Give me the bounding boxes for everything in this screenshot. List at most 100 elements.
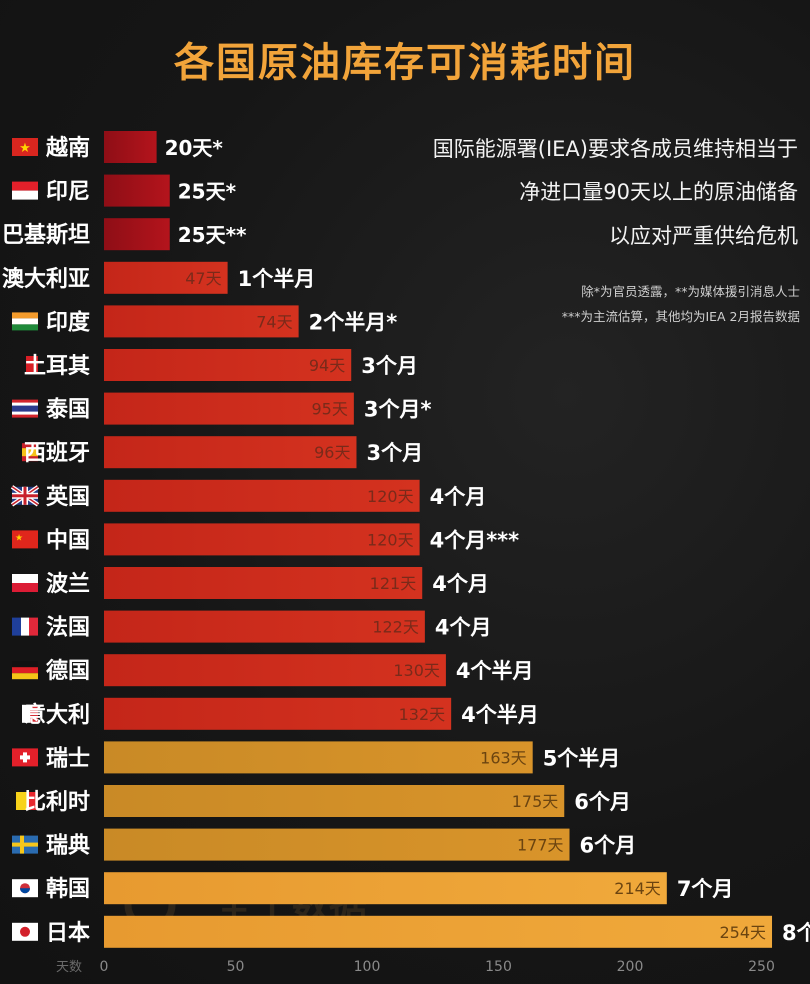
duration-label: 7个月 — [677, 877, 734, 901]
duration-label: 2个半月* — [309, 310, 398, 334]
footnote-line-1: 除*为官员透露，**为媒体援引消息人士 — [581, 284, 800, 299]
bar-巴基斯坦 — [104, 218, 170, 251]
bar-中国 — [104, 523, 420, 556]
germany-flag-red-icon — [12, 667, 38, 674]
value-label: 163天 — [480, 748, 527, 767]
duration-label: 3个月 — [361, 354, 418, 378]
footnote-line-2: ***为主流估算，其他均为IEA 2月报告数据 — [561, 309, 800, 324]
value-label: 214天 — [614, 879, 661, 898]
duration-label: 3个月* — [364, 398, 432, 422]
poland-flag-red-icon — [12, 583, 38, 592]
bar-瑞士 — [104, 741, 533, 774]
india-flag-white-icon — [12, 318, 38, 325]
value-label: 177天 — [517, 836, 564, 855]
poland-flag-icon — [12, 574, 38, 583]
thailand-flag-blue-icon — [12, 405, 38, 412]
duration-label: 4个月 — [430, 485, 487, 509]
france-flag-red-icon — [29, 617, 38, 636]
duration-label: 4个月*** — [430, 528, 520, 552]
bar-瑞典 — [104, 828, 570, 861]
germany-flag-gold-icon — [12, 673, 38, 680]
value-label: 121天 — [370, 574, 417, 593]
x-tick-label: 50 — [227, 959, 245, 975]
value-label: 96天 — [314, 443, 350, 462]
country-label: 印度 — [46, 309, 91, 335]
country-label: 法国 — [46, 616, 90, 641]
country-label: 意大利 — [24, 702, 90, 728]
duration-label: 6个月 — [580, 834, 637, 858]
country-label: 英国 — [46, 485, 90, 510]
x-tick-label: 150 — [485, 959, 512, 975]
value-label: 94天 — [309, 356, 345, 375]
value-label: 25天* — [178, 180, 237, 204]
country-label: 德国 — [46, 658, 90, 684]
value-label: 47天 — [185, 269, 221, 288]
country-label: 西班牙 — [24, 441, 90, 466]
x-tick-label: 200 — [617, 959, 644, 975]
value-label: 132天 — [399, 705, 446, 724]
chart-title: 各国原油库存可消耗时间 — [174, 40, 636, 86]
value-label: 175天 — [512, 792, 559, 811]
bar-德国 — [104, 654, 446, 687]
india-flag-green-icon — [12, 324, 38, 331]
belgium-flag-red-icon — [27, 792, 38, 810]
duration-label: 4个月 — [432, 572, 489, 596]
value-label: 130天 — [393, 661, 440, 680]
bar-韩国 — [104, 872, 667, 905]
country-label: 中国 — [46, 528, 90, 553]
country-label: 土耳其 — [24, 354, 90, 379]
duration-label: 1个半月 — [238, 267, 316, 291]
duration-label: 4个半月 — [456, 659, 534, 683]
korea-flag-taeguk-blue-icon — [20, 888, 30, 894]
bar-法国 — [104, 610, 425, 643]
china-flag-icon — [12, 530, 38, 549]
bar-意大利 — [104, 697, 452, 730]
x-tick-label: 0 — [100, 959, 109, 975]
country-label: 巴基斯坦 — [2, 222, 90, 248]
country-label: 澳大利亚 — [2, 266, 90, 292]
bar-英国 — [104, 479, 420, 512]
iea-note-line-3: 以应对严重供给危机 — [609, 224, 798, 248]
country-label: 瑞典 — [46, 834, 90, 859]
country-label: 瑞士 — [46, 746, 90, 771]
indonesia-flag-icon — [12, 181, 38, 191]
bar-印度 — [104, 305, 299, 338]
bar-泰国 — [104, 392, 354, 425]
indonesia-flag-white-icon — [12, 190, 38, 200]
value-label: 20天* — [165, 136, 224, 160]
x-tick-label: 250 — [748, 959, 775, 975]
india-flag-icon — [12, 312, 38, 319]
belgium-flag-icon — [16, 792, 27, 810]
germany-flag-icon — [12, 661, 38, 668]
duration-label: 6个月 — [574, 790, 631, 814]
uk-flag-vbar-red-icon — [23, 486, 27, 505]
spain-flag-yellow-icon — [22, 448, 38, 457]
duration-label: 3个月 — [366, 441, 423, 465]
iea-note-line-1: 国际能源署(IEA)要求各成员维持相当于 — [432, 137, 798, 161]
duration-label: 5个半月 — [543, 746, 621, 770]
sweden-cross-h-icon — [12, 842, 38, 847]
duration-label: 4个月 — [435, 616, 492, 640]
bar-越南 — [104, 131, 157, 163]
value-label: 120天 — [367, 530, 414, 549]
country-label: 比利时 — [24, 790, 90, 815]
country-label: 泰国 — [45, 398, 90, 423]
japan-flag-sun-icon — [20, 926, 30, 937]
bar-土耳其 — [104, 349, 352, 381]
country-label: 波兰 — [46, 571, 90, 597]
sweden-cross-v-icon — [20, 835, 24, 854]
country-label: 印尼 — [46, 180, 90, 205]
turkey-flag-icon — [26, 356, 38, 374]
bar-澳大利亚 — [104, 261, 228, 294]
value-label: 254天 — [719, 923, 766, 942]
x-axis-label: 天数 — [56, 960, 82, 975]
country-label: 韩国 — [46, 876, 90, 902]
x-tick-label: 100 — [354, 959, 381, 975]
value-label: 95天 — [311, 400, 347, 419]
vietnam-flag-icon — [12, 138, 38, 156]
duration-label: 8个 — [782, 921, 810, 945]
country-label: 越南 — [45, 136, 90, 161]
value-label: 25天** — [178, 223, 247, 247]
